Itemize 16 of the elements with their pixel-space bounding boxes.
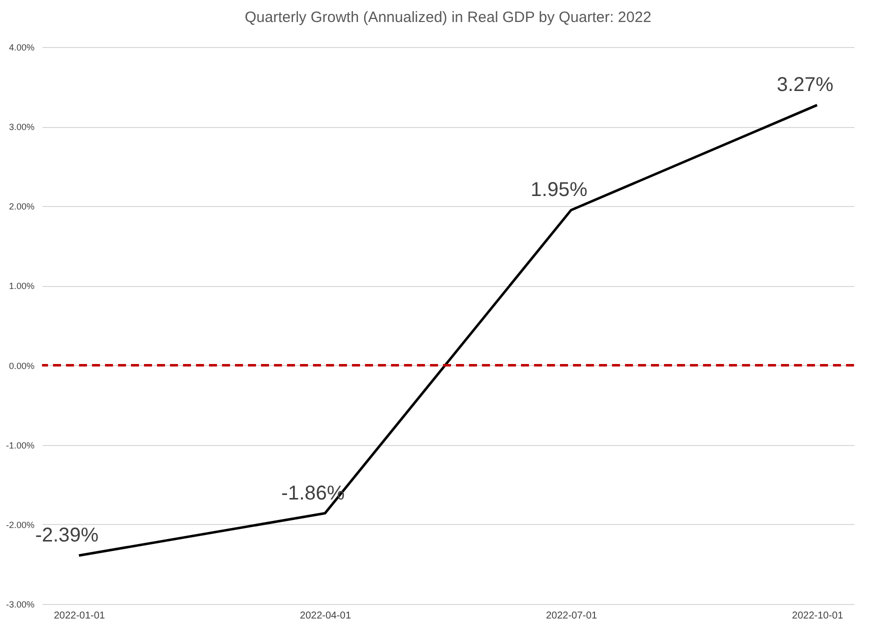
y-tick-label: 1.00%	[8, 281, 34, 292]
data-label: -2.39%	[35, 524, 99, 546]
data-label: 1.95%	[530, 179, 588, 202]
data-label: 3.27%	[776, 74, 834, 96]
y-tick-label: 4.00%	[8, 42, 34, 52]
x-tick-label: 2022-01-01	[54, 610, 106, 622]
y-tick-label: 0.00%	[8, 360, 34, 371]
x-tick-label: 2022-07-01	[546, 610, 598, 622]
y-tick-label: 3.00%	[8, 122, 34, 132]
y-tick-label: -3.00%	[6, 600, 34, 610]
y-tick-label: -1.00%	[6, 440, 34, 450]
chart-title: Quarterly Growth (Annualized) in Real GDP by Quarter: 2022	[244, 9, 652, 26]
y-tick-label: 2.00%	[8, 202, 34, 212]
y-tick-label: -2.00%	[6, 520, 34, 530]
x-tick-label: 2022-10-01	[792, 610, 844, 622]
x-tick-label: 2022-04-01	[300, 610, 352, 622]
